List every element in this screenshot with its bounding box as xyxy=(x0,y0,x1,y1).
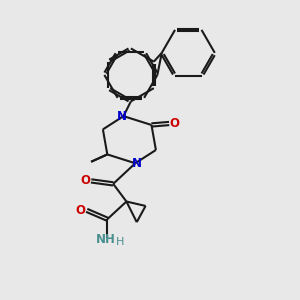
Text: N: N xyxy=(132,157,142,170)
Text: H: H xyxy=(116,237,125,247)
Text: O: O xyxy=(76,204,86,217)
Text: NH: NH xyxy=(96,233,116,246)
Text: O: O xyxy=(169,117,179,130)
Text: N: N xyxy=(117,110,127,123)
Text: O: O xyxy=(80,174,90,188)
